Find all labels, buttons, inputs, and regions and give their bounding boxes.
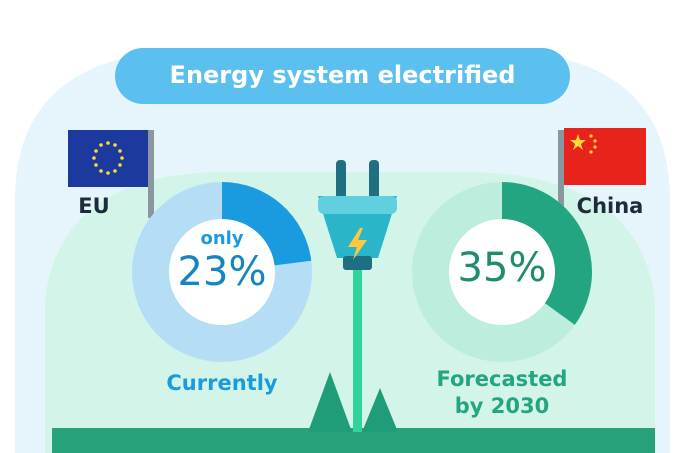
china-flag — [564, 128, 646, 185]
region-label: EU — [60, 193, 128, 220]
caption: Currently — [152, 370, 292, 397]
plug-pin — [369, 160, 379, 200]
cable — [353, 260, 362, 432]
value-label: 23% — [152, 246, 292, 298]
plug-pin — [336, 160, 346, 200]
title: Energy system electrified — [115, 60, 570, 91]
caption: Forecasted by 2030 — [432, 366, 572, 421]
eu-flag — [68, 130, 148, 187]
plug-top — [318, 196, 397, 214]
region-label: China — [555, 193, 665, 220]
infographic: Energy system electrified only23%EUCurre… — [0, 0, 685, 453]
flag-pole — [148, 130, 154, 218]
plug-neck — [343, 256, 372, 270]
value-label: 35% — [432, 242, 572, 294]
